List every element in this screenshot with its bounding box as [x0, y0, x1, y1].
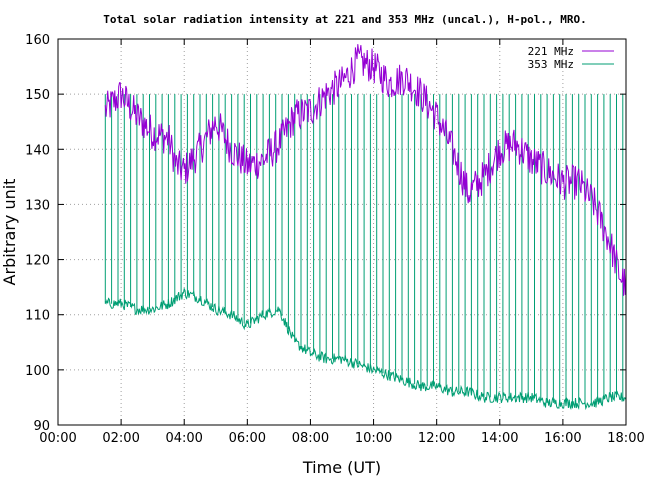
- axis-ticks: 00:00 02:00 04:00 06:00 08:00 10:00 12:00 14:00…: [25, 33, 645, 446]
- x-tick-label: 08:00: [292, 431, 329, 446]
- series-layer: [104, 44, 627, 411]
- y-tick-label: 150: [25, 88, 50, 103]
- x-tick-label: 02:00: [102, 431, 139, 446]
- x-tick-label: 06:00: [229, 431, 266, 446]
- x-tick-label: 04:00: [165, 431, 202, 446]
- series-line-353-mhz: [104, 287, 627, 411]
- x-tick-label: 18:00: [607, 431, 644, 446]
- legend-label: 353 MHz: [528, 58, 574, 71]
- x-tick-label: 16:00: [544, 431, 581, 446]
- y-tick-label: 140: [25, 143, 50, 158]
- x-tick-label: 12:00: [418, 431, 455, 446]
- x-tick-label: 10:00: [355, 431, 392, 446]
- legend-label: 221 MHz: [528, 45, 574, 58]
- y-tick-label: 100: [25, 364, 50, 379]
- y-tick-label: 110: [25, 309, 50, 324]
- series-353-spikes: [104, 94, 624, 403]
- y-tick-label: 130: [25, 198, 50, 213]
- y-tick-label: 160: [25, 33, 50, 48]
- x-tick-label: 00:00: [39, 431, 76, 446]
- plot-frame: [57, 38, 627, 426]
- y-tick-label: 120: [25, 254, 50, 269]
- x-axis-label: Time (UT): [302, 458, 381, 477]
- chart-title: Total solar radiation intensity at 221 a…: [103, 13, 586, 26]
- y-axis-label: Arbitrary unit: [0, 179, 19, 286]
- y-tick-label: 90: [33, 419, 50, 434]
- series-line-221-mhz: [104, 44, 627, 296]
- x-tick-label: 14:00: [481, 431, 518, 446]
